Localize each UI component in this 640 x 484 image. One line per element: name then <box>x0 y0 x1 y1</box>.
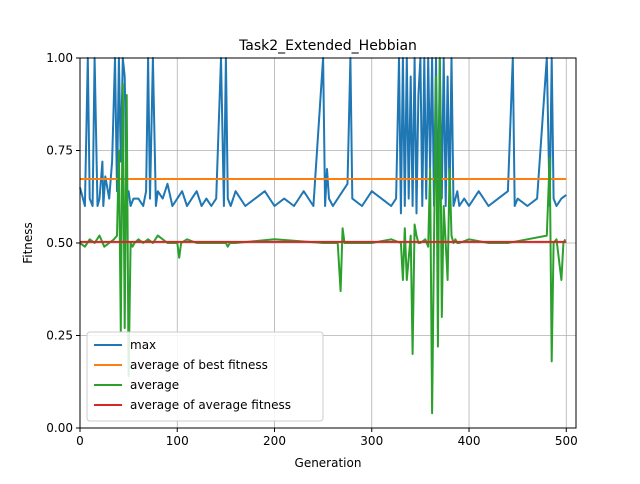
y-tick-label: 1.00 <box>46 51 73 65</box>
x-tick-label: 500 <box>555 434 578 448</box>
legend-box <box>86 331 324 422</box>
y-tick-label: 0.00 <box>46 421 73 435</box>
legend-label: max <box>130 338 156 352</box>
legend: max average of best fitness average average… <box>86 331 324 422</box>
y-tick-label: 0.25 <box>46 329 73 343</box>
y-tick-label: 0.50 <box>46 236 73 250</box>
series-line-max <box>79 57 567 215</box>
x-tick-label: 300 <box>360 434 383 448</box>
y-axis-ticks: 0.00 0.25 0.50 0.75 1.00 <box>46 51 80 435</box>
x-tick-label: 400 <box>458 434 481 448</box>
x-axis-ticks: 0 100 200 300 400 500 <box>76 428 578 448</box>
x-tick-label: 100 <box>166 434 189 448</box>
x-tick-label: 200 <box>263 434 286 448</box>
y-tick-label: 0.75 <box>46 144 73 158</box>
y-axis-label: Fitness <box>21 222 35 264</box>
legend-label: average of average fitness <box>130 398 291 412</box>
x-tick-label: 0 <box>76 434 84 448</box>
chart-title: Task2_Extended_Hebbian <box>238 38 417 54</box>
legend-label: average <box>130 378 179 392</box>
legend-label: average of best fitness <box>130 358 268 372</box>
x-axis-label: Generation <box>295 456 362 470</box>
plot-series <box>79 57 567 415</box>
